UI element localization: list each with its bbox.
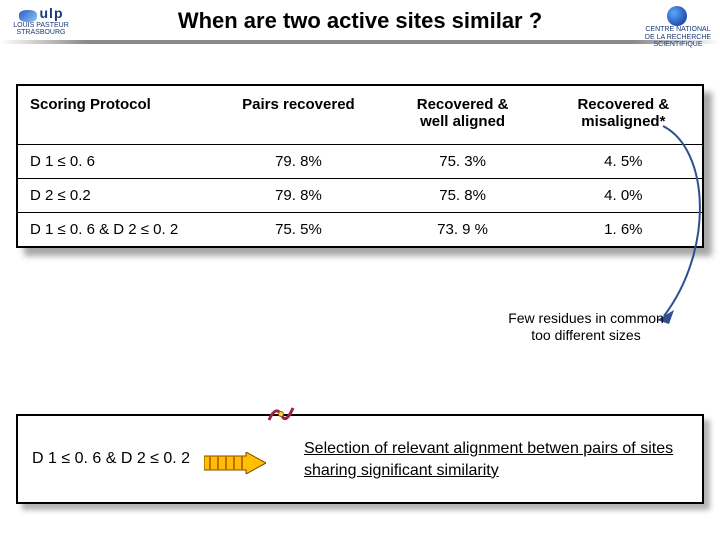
table-cell: 79. 8% [216,145,380,179]
table-cell: 1. 6% [545,213,702,247]
col-header: Recovered & misaligned* [545,86,702,145]
cnrs-logo: CENTRE NATIONAL DE LA RECHERCHE SCIENTIF… [638,6,718,49]
ulp-logo: ulp LOUIS PASTEUR STRASBOURG [6,6,76,42]
ulp-line2: STRASBOURG [6,29,76,36]
scoring-table: Scoring Protocol Pairs recovered Recover… [18,86,702,246]
table-row: D 1 ≤ 0. 6 & D 2 ≤ 0. 275. 5%73. 9 %1. 6… [18,213,702,247]
col-header: Recovered & well aligned [381,86,545,145]
ulp-line1: LOUIS PASTEUR [6,22,76,29]
cnrs-line3: SCIENTIFIQUE [645,41,711,49]
table-cell: 73. 9 % [381,213,545,247]
conclusion-criteria: D 1 ≤ 0. 6 & D 2 ≤ 0. 2 [32,450,190,468]
sidenote-line1: Few residues in common [476,310,696,327]
page-title: When are two active sites similar ? [0,8,720,34]
ulp-abbr: ulp [40,5,64,21]
scoring-table-wrap: Scoring Protocol Pairs recovered Recover… [16,84,704,248]
table-cell: D 2 ≤ 0.2 [18,179,216,213]
table-cell: 4. 5% [545,145,702,179]
table-cell: 75. 5% [216,213,380,247]
title-divider [0,40,720,44]
sidenote-line2: too different sizes [476,327,696,344]
table-row: D 2 ≤ 0.279. 8%75. 8%4. 0% [18,179,702,213]
ribbon-icon [266,402,296,424]
table-row: D 1 ≤ 0. 679. 8%75. 3%4. 5% [18,145,702,179]
col-header: Pairs recovered [216,86,380,145]
table-header-row: Scoring Protocol Pairs recovered Recover… [18,86,702,145]
table-cell: D 1 ≤ 0. 6 & D 2 ≤ 0. 2 [18,213,216,247]
arrow-right-icon [204,452,266,474]
side-note: Few residues in common too different siz… [476,310,696,344]
conclusion-text: Selection of relevant alignment betwen p… [304,438,690,481]
table-cell: 79. 8% [216,179,380,213]
conclusion-box: D 1 ≤ 0. 6 & D 2 ≤ 0. 2 Selection of rel… [16,414,704,504]
table-cell: D 1 ≤ 0. 6 [18,145,216,179]
table-cell: 75. 8% [381,179,545,213]
cnrs-line1: CENTRE NATIONAL [645,26,711,34]
table-cell: 75. 3% [381,145,545,179]
table-cell: 4. 0% [545,179,702,213]
cnrs-line2: DE LA RECHERCHE [645,34,711,42]
col-header: Scoring Protocol [18,86,216,145]
